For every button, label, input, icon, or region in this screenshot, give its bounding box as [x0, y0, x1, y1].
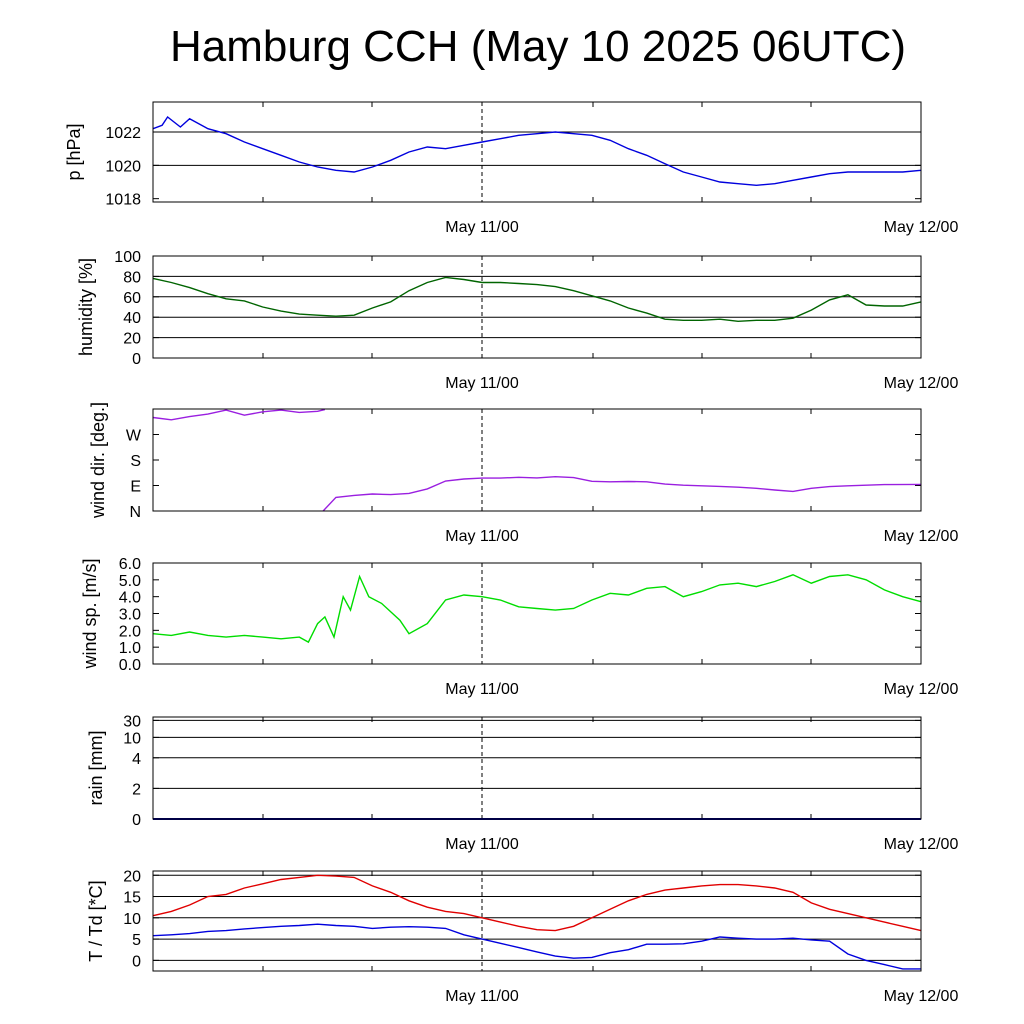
y-tick-label: 0.0 — [119, 657, 141, 674]
x-tick-label: May 12/00 — [884, 375, 959, 392]
plot-frame — [152, 255, 922, 359]
y-tick-label: 40 — [123, 310, 141, 327]
x-tick-label: May 12/00 — [884, 528, 959, 545]
chart-panel-wind-speed: 0.01.02.03.04.05.06.0 May 11/00 May 12/00 w… — [80, 556, 958, 698]
y-tick-label: 100 — [114, 249, 141, 266]
chart-panel-pressure: 1018 1020 1022 May 11/00 May 12/00 p [hPa] — [64, 101, 959, 236]
plot-frame — [152, 716, 922, 820]
series-line — [152, 115, 922, 187]
y-tick-label: E — [130, 479, 141, 496]
x-tick-label: May 12/00 — [884, 681, 959, 698]
y-tick-label: 20 — [123, 331, 141, 348]
x-tick-label: May 11/00 — [445, 219, 519, 236]
y-tick-label: 60 — [123, 290, 141, 307]
x-tick-label: May 12/00 — [884, 836, 959, 853]
y-tick-label: 0 — [132, 953, 141, 970]
y-tick-label: 4.0 — [119, 590, 141, 607]
y-axis-label: rain [mm] — [86, 730, 106, 805]
y-tick-label: 10 — [123, 730, 141, 747]
y-tick-label: 30 — [123, 713, 141, 730]
y-tick-label: 6.0 — [119, 556, 141, 573]
y-axis-label: T / Td [*C] — [86, 880, 106, 961]
y-tick-label: 20 — [123, 868, 141, 885]
x-tick-label: May 11/00 — [445, 375, 519, 392]
y-tick-label: 0 — [132, 812, 141, 829]
y-tick-label: 5 — [132, 932, 141, 949]
y-tick-label: 0 — [132, 351, 141, 368]
y-tick-label: 4 — [132, 751, 141, 768]
plot-frame — [152, 870, 922, 972]
y-tick-label: 1018 — [105, 192, 141, 209]
x-tick-label: May 11/00 — [445, 988, 519, 1005]
chart-panel-temperature: 0 5 10 15 20 May 11/00 May 12/00 T / Td [*C] — [86, 868, 958, 1005]
y-tick-label: 10 — [123, 911, 141, 928]
chart-panel-humidity: 0 20 40 60 80 100 May 11/00 May 12/00 humidity [… — [76, 249, 958, 392]
series-line — [152, 408, 326, 421]
series-line — [152, 923, 921, 970]
series-line — [152, 574, 922, 644]
y-axis-label: p [hPa] — [64, 123, 84, 180]
y-tick-label: 1.0 — [119, 640, 141, 657]
y-tick-label: S — [130, 453, 141, 470]
y-tick-label: 1020 — [105, 158, 141, 175]
page-title: Hamburg CCH (May 10 2025 06UTC) — [169, 22, 907, 71]
plot-frame — [152, 562, 922, 665]
x-tick-label: May 12/00 — [884, 988, 959, 1005]
series-line — [152, 874, 922, 932]
y-axis-label: humidity [%] — [76, 258, 96, 356]
y-tick-label: 80 — [123, 269, 141, 286]
y-tick-label: 1022 — [105, 125, 141, 142]
y-tick-label: 5.0 — [119, 573, 141, 590]
y-tick-label: 15 — [123, 890, 141, 907]
y-tick-label: 2.0 — [119, 623, 141, 640]
plot-frame — [152, 101, 922, 203]
series-line — [152, 276, 922, 323]
x-tick-label: May 11/00 — [445, 681, 519, 698]
y-axis-label: wind dir. [deg.] — [88, 402, 108, 519]
y-tick-label: 3.0 — [119, 607, 141, 624]
y-tick-label: 2 — [132, 781, 141, 798]
x-tick-label: May 12/00 — [884, 219, 959, 236]
y-axis-label: wind sp. [m/s] — [80, 558, 100, 669]
x-tick-label: May 11/00 — [445, 836, 519, 853]
plot-frame — [152, 408, 922, 512]
series-line — [322, 475, 922, 512]
x-tick-label: May 11/00 — [445, 528, 519, 545]
y-tick-label: W — [126, 428, 142, 445]
y-tick-label: N — [129, 504, 141, 521]
